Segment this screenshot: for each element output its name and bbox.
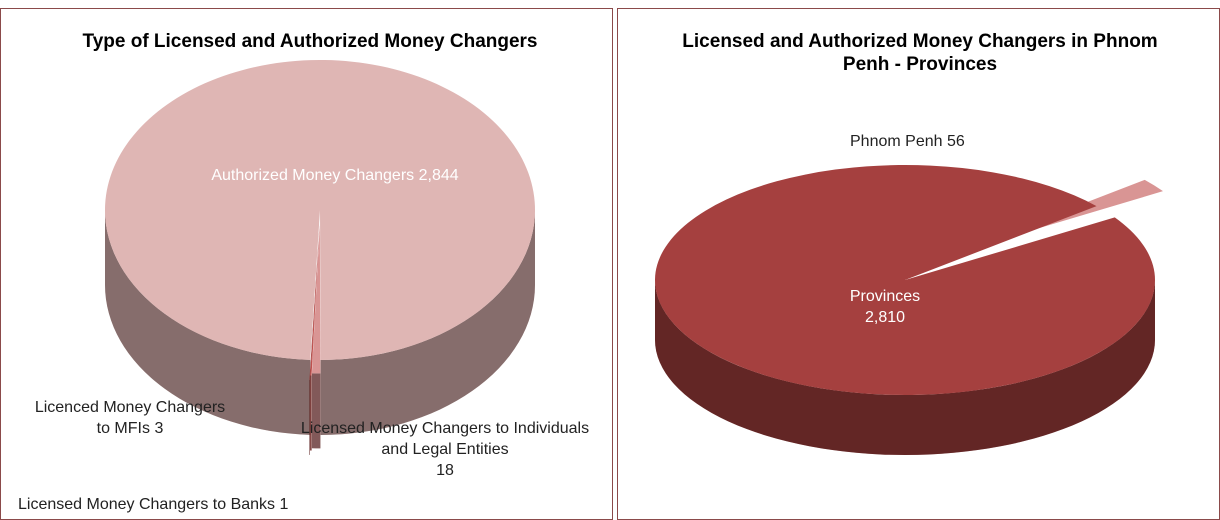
label-category: Licenced Money Changers to MFIs [34, 399, 226, 437]
pie-slice [105, 60, 536, 360]
pie-side-shade [655, 280, 1155, 455]
pie-slice [311, 223, 321, 374]
data-label: Phnom Penh 56 [850, 131, 1050, 152]
data-label: Licensed Money Changers to Individuals a… [300, 418, 590, 481]
pie-side-shade [105, 210, 311, 435]
label-value: 18 [436, 462, 454, 479]
chart-title: Licensed and Authorized Money Changers i… [682, 31, 1158, 75]
data-label: Licenced Money Changers to MFIs 3 [30, 397, 230, 439]
label-value: 2,844 [418, 167, 459, 184]
pie-side [310, 375, 312, 451]
label-category: Provinces [849, 288, 921, 305]
data-label: Licensed Money Changers to Banks 1 [18, 494, 398, 515]
pie-side [655, 280, 1155, 455]
label-category: Licensed Money Changers to Individuals a… [300, 420, 590, 458]
label-category: Phnom Penh [850, 133, 943, 150]
chart-title: Type of Licensed and Authorized Money Ch… [82, 31, 538, 52]
label-category: Authorized Money Changers [211, 167, 415, 184]
label-value: 3 [154, 420, 164, 437]
data-label: Provinces 2,810 [820, 286, 950, 328]
pie-slice [655, 165, 1156, 396]
pie-slice [309, 230, 320, 380]
label-value: 56 [946, 133, 965, 150]
label-category: Licensed Money Changers to Banks [18, 496, 276, 513]
pie-side-shade [310, 375, 312, 451]
label-value: 1 [279, 496, 289, 513]
pie-side-shade [311, 373, 321, 449]
pie-side [320, 210, 535, 435]
pie-side [105, 210, 311, 435]
data-label: Authorized Money Changers 2,844 [140, 165, 530, 186]
label-value: 2,810 [864, 309, 906, 326]
pie-side-shade [320, 210, 535, 435]
pie-side [311, 373, 321, 449]
